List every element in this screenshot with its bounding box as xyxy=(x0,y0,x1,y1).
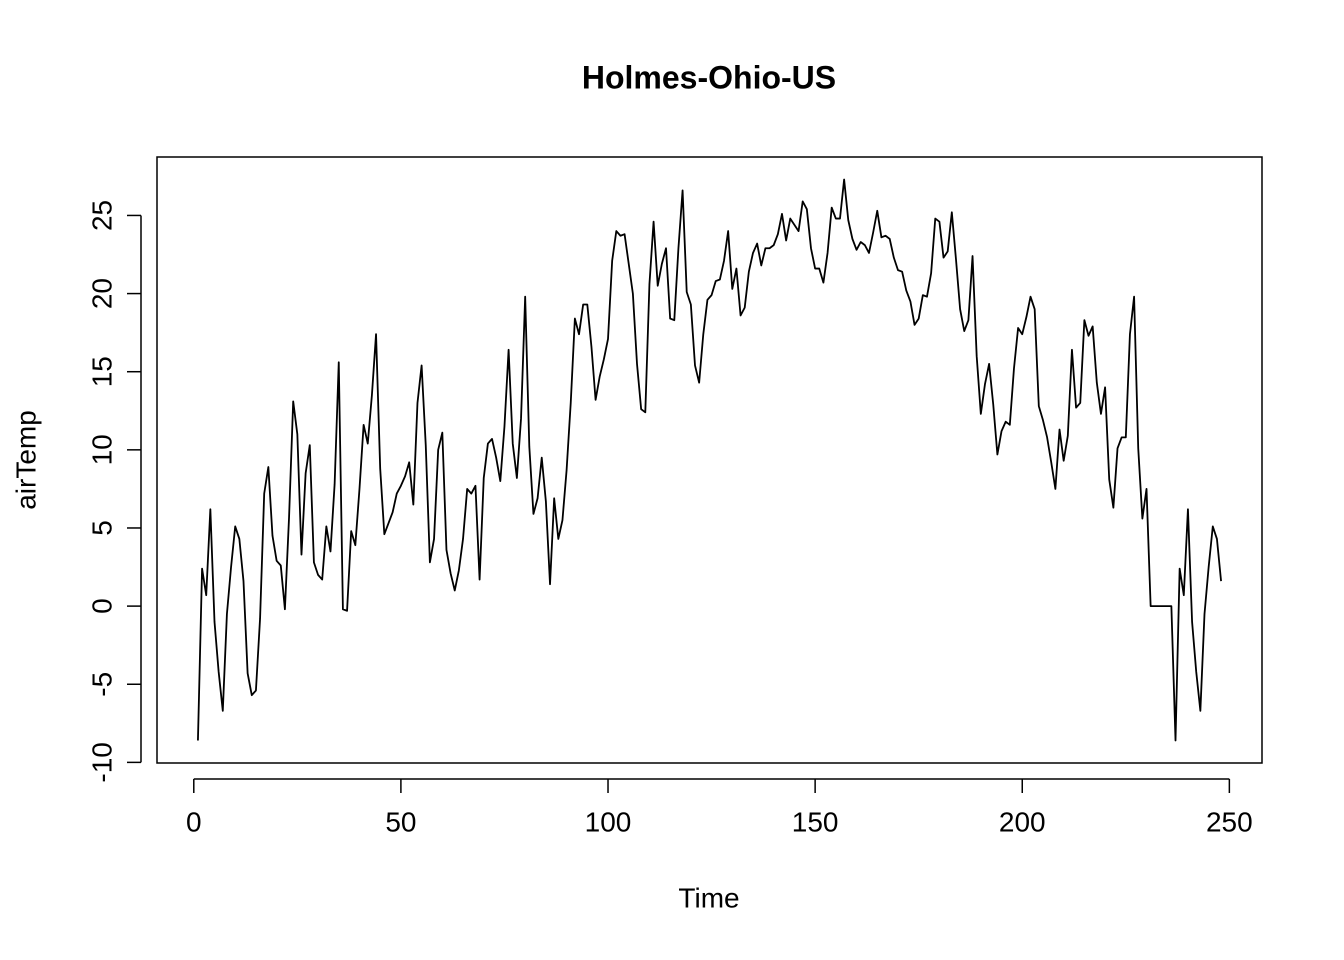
x-tick-label: 50 xyxy=(385,806,416,837)
x-tick-label: 100 xyxy=(585,806,632,837)
x-tick-label: 200 xyxy=(999,806,1046,837)
x-tick-label: 0 xyxy=(186,806,202,837)
y-tick-label: -10 xyxy=(86,742,117,782)
chart-title: Holmes-Ohio-US xyxy=(582,59,836,95)
y-tick-label: 20 xyxy=(86,278,117,309)
y-tick-label: 5 xyxy=(86,520,117,536)
y-tick-label: 15 xyxy=(86,356,117,387)
data-line xyxy=(197,178,1222,742)
y-tick-label: 0 xyxy=(86,598,117,614)
y-tick-label: 25 xyxy=(86,200,117,231)
x-tick-label: 250 xyxy=(1206,806,1253,837)
y-tick-label: 10 xyxy=(86,434,117,465)
x-tick-label: 150 xyxy=(792,806,839,837)
plot-box xyxy=(156,156,1263,764)
x-axis-label: Time xyxy=(678,882,739,913)
y-tick-label: -5 xyxy=(86,672,117,697)
y-axis-label: airTemp xyxy=(10,410,41,510)
